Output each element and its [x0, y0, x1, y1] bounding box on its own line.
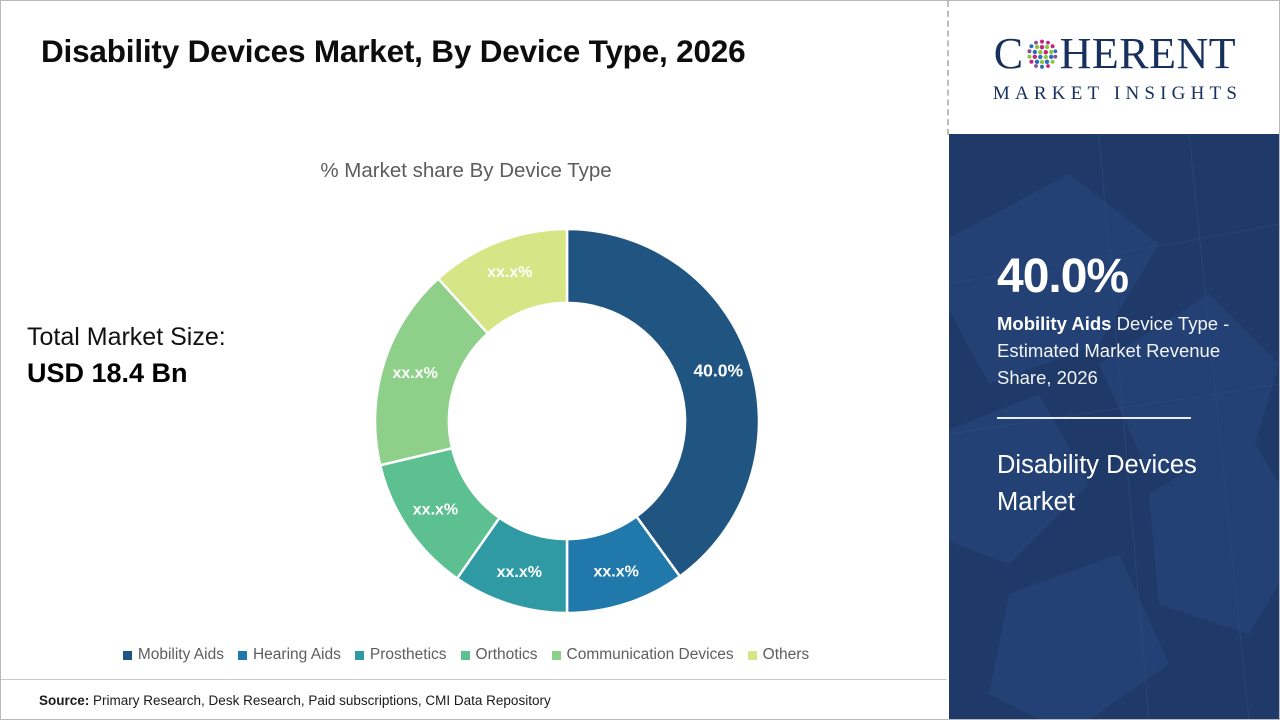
chart-legend: Mobility Aids Hearing Aids Prosthetics Orth… — [1, 646, 931, 664]
donut-slice[interactable] — [565, 227, 761, 579]
highlight-segment-name: Mobility Aids — [997, 313, 1112, 335]
donut-label-group: 40.0% xx.x% xx.x% xx.x% xx.x% xx.x% — [392, 264, 743, 581]
total-market-size-value: USD 18.4 Bn — [27, 357, 188, 388]
donut-slice-label: xx.x% — [487, 264, 532, 281]
legend-item[interactable]: Orthotics — [460, 646, 538, 664]
legend-item-label: Mobility Aids — [137, 646, 224, 663]
source-text: Primary Research, Desk Research, Paid su… — [93, 693, 551, 708]
world-map-backdrop — [949, 134, 1279, 719]
highlight-percentage: 40.0% — [997, 250, 1129, 303]
logo-word-herent: HERENT — [1059, 29, 1237, 78]
highlight-description-rest: Device Type - Estimated Market Revenue S… — [997, 313, 1230, 389]
legend-item[interactable]: Prosthetics — [354, 646, 447, 664]
donut-slice-label: 40.0% — [693, 360, 743, 380]
source-label: Source: — [39, 693, 90, 708]
legend-swatch-icon — [122, 650, 132, 660]
logo-tagline: MARKET INSIGHTS — [992, 83, 1243, 104]
legend-item-label: Hearing Aids — [252, 646, 341, 663]
legend-swatch-icon — [237, 650, 247, 660]
donut-chart: 40.0% xx.x% xx.x% xx.x% xx.x% xx.x% — [371, 225, 763, 617]
logo-letter-c: C — [993, 29, 1024, 78]
legend-item-label: Prosthetics — [369, 646, 447, 663]
donut-slice-label: xx.x% — [392, 365, 437, 382]
legend-swatch-icon — [460, 650, 470, 660]
legend-item[interactable]: Mobility Aids — [122, 646, 224, 664]
total-market-size-label: Total Market Size: — [27, 323, 226, 351]
chart-panel: Disability Devices Market, By Device Typ… — [1, 1, 947, 719]
donut-slice-label: xx.x% — [413, 502, 458, 519]
total-market-size-block: Total Market Size: USD 18.4 Bn — [27, 323, 327, 389]
right-column: C — [949, 1, 1279, 719]
highlight-content: 40.0% Mobility Aids Device Type - Estima… — [997, 250, 1267, 520]
legend-item-label: Others — [762, 646, 810, 663]
legend-swatch-icon — [551, 650, 561, 660]
legend-swatch-icon — [747, 650, 757, 660]
chart-subtitle: % Market share By Device Type — [320, 159, 612, 182]
legend-item[interactable]: Hearing Aids — [237, 646, 341, 664]
footer-divider — [1, 679, 947, 680]
legend-swatch-icon — [354, 650, 364, 660]
legend-item-label: Orthotics — [475, 646, 538, 663]
legend-item[interactable]: Others — [747, 646, 810, 664]
legend-item-label: Communication Devices — [566, 646, 734, 663]
donut-slice[interactable] — [436, 227, 569, 336]
vertical-dashed-divider — [947, 1, 949, 135]
panel-market-name: Disability Devices Market — [997, 451, 1197, 516]
highlight-panel: 40.0% Mobility Aids Device Type - Estima… — [949, 134, 1279, 719]
source-note: Source: Primary Research, Desk Research,… — [39, 693, 551, 708]
donut-slice-group — [373, 227, 761, 615]
logo-wordmark: C — [994, 30, 1236, 78]
panel-divider — [997, 417, 1191, 420]
donut-chart-svg: 40.0% xx.x% xx.x% xx.x% xx.x% xx.x% — [373, 227, 761, 615]
legend-item[interactable]: Communication Devices — [551, 646, 734, 664]
brand-logo: C — [949, 1, 1279, 134]
donut-slice-label: xx.x% — [497, 564, 542, 581]
globe-dots-icon — [1025, 37, 1059, 71]
page-title: Disability Devices Market, By Device Typ… — [41, 33, 746, 69]
highlight-description: Mobility Aids Device Type - Estimated Ma… — [997, 310, 1267, 391]
donut-slice-label: xx.x% — [593, 563, 638, 580]
